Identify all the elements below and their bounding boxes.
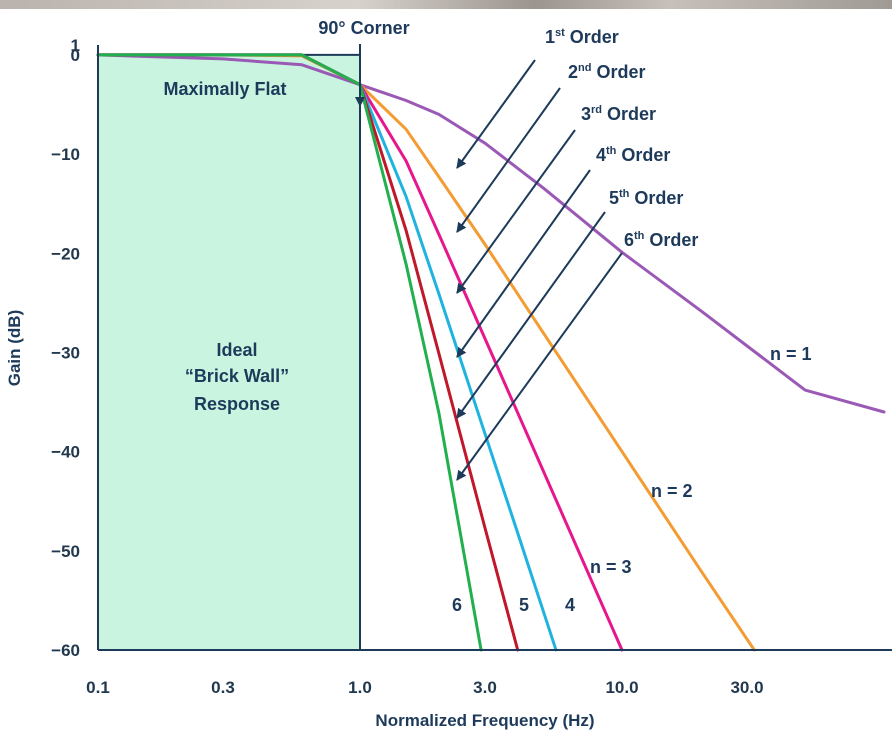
ideal-brick-wall-region bbox=[98, 54, 360, 651]
order-arrow-1 bbox=[456, 59, 536, 169]
x-axis-title: Normalized Frequency (Hz) bbox=[375, 711, 594, 730]
curve-label: n = 1 bbox=[770, 344, 812, 364]
x-tick-label: 3.0 bbox=[473, 678, 497, 697]
y-tick-label: −60 bbox=[51, 641, 80, 660]
order-label-5: 5th Order bbox=[609, 188, 683, 208]
order-label-2: 2nd Order bbox=[568, 62, 646, 82]
curve-label: 6 bbox=[452, 595, 462, 615]
y-tick-label: 1 bbox=[71, 36, 80, 55]
y-axis-title: Gain (dB) bbox=[5, 310, 24, 387]
order-label-1: 1st Order bbox=[545, 27, 619, 47]
order-label-3: 3rd Order bbox=[581, 104, 656, 124]
curve-label: n = 2 bbox=[651, 481, 693, 501]
x-tick-label: 1.0 bbox=[348, 678, 372, 697]
order-label-6: 6th Order bbox=[624, 230, 698, 250]
ideal-label-line: Ideal bbox=[216, 340, 257, 360]
corner-label: 90° Corner bbox=[318, 18, 409, 38]
order-arrow-3 bbox=[456, 129, 576, 294]
maximally-flat-label: Maximally Flat bbox=[163, 79, 286, 99]
curve-label: 5 bbox=[519, 595, 529, 615]
curve-order-1 bbox=[96, 53, 886, 414]
x-tick-label: 0.1 bbox=[86, 678, 110, 697]
y-tick-label: −10 bbox=[51, 145, 80, 164]
order-arrow-4 bbox=[456, 169, 591, 358]
order-label-4: 4th Order bbox=[596, 145, 670, 165]
order-arrow-2 bbox=[456, 87, 561, 233]
curve-label: 4 bbox=[565, 595, 575, 615]
ideal-label-line: “Brick Wall” bbox=[185, 366, 289, 386]
y-tick-label: −30 bbox=[51, 343, 80, 362]
x-tick-label: 10.0 bbox=[605, 678, 638, 697]
order-arrow-5 bbox=[456, 211, 606, 419]
y-tick-label: −20 bbox=[51, 244, 80, 263]
ideal-label-line: Response bbox=[194, 394, 280, 414]
order-arrow-6 bbox=[456, 252, 623, 481]
x-tick-label: 30.0 bbox=[730, 678, 763, 697]
y-tick-label: −50 bbox=[51, 542, 80, 561]
curve-label: n = 3 bbox=[590, 557, 632, 577]
y-tick-label: −40 bbox=[51, 443, 80, 462]
cropped-photo-strip bbox=[0, 0, 892, 9]
y-tick-label: 0 bbox=[71, 46, 80, 65]
x-tick-label: 0.3 bbox=[211, 678, 235, 697]
